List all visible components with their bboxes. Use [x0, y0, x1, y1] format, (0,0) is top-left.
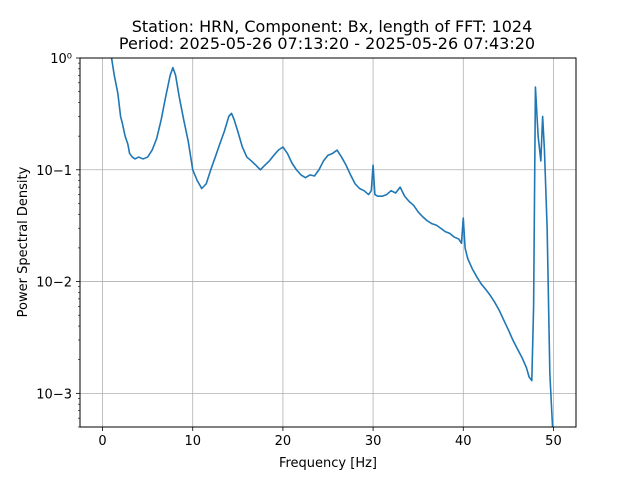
x-tick-label: 30: [365, 434, 382, 449]
x-tick-label: 10: [184, 434, 201, 449]
x-tick-label: 50: [545, 434, 562, 449]
plot-frame: [79, 57, 577, 428]
y-tick-label: 10−2: [36, 276, 72, 291]
chart-title: Station: HRN, Component: Bx, length of F…: [132, 17, 533, 36]
y-axis: 10−3 10−2 10−1 10⁰: [36, 52, 80, 428]
x-tick-label: 40: [455, 434, 472, 449]
series-line: [110, 58, 554, 427]
y-tick-label: 10−1: [36, 164, 72, 179]
x-tick-label: 0: [98, 434, 106, 449]
y-axis-label: Power Spectral Density: [16, 166, 31, 317]
y-tick-label: 10−3: [36, 387, 72, 402]
chart-subtitle: Period: 2025-05-26 07:13:20 - 2025-05-26…: [119, 34, 535, 53]
x-axis: 0 10 20 30 40 50: [98, 427, 562, 449]
y-tick-label: 10⁰: [50, 52, 72, 67]
x-axis-label: Frequency [Hz]: [279, 456, 377, 471]
x-tick-label: 20: [275, 434, 292, 449]
